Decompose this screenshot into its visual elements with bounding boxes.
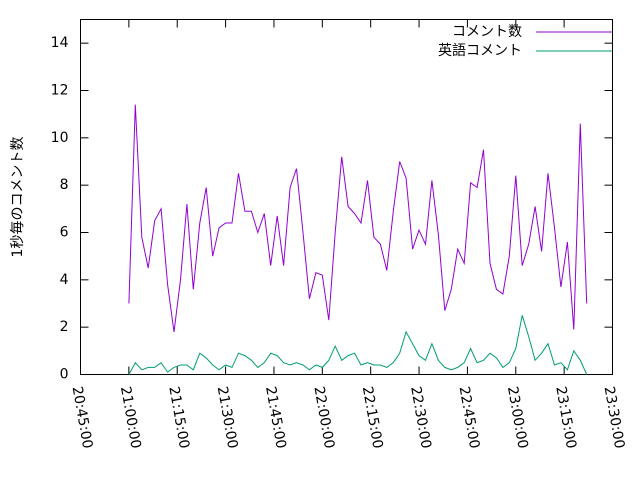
series-line xyxy=(128,315,588,375)
series-line xyxy=(128,104,588,332)
y-axis-label: 1秒毎のコメント数 xyxy=(10,137,26,258)
x-tick-label: 23:15:00 xyxy=(552,385,579,450)
x-tick-label: 20:45:00 xyxy=(69,385,96,450)
y-tick-label: 4 xyxy=(60,272,69,288)
y-tick-label: 14 xyxy=(51,35,69,51)
x-tick-label: 22:15:00 xyxy=(359,385,386,450)
x-tick-label: 21:45:00 xyxy=(262,385,289,450)
legend-label: コメント数 xyxy=(452,24,522,40)
x-tick-label: 23:00:00 xyxy=(504,385,531,450)
x-tick-label: 21:00:00 xyxy=(117,385,144,450)
y-tick-label: 2 xyxy=(60,319,69,335)
x-tick-label: 22:30:00 xyxy=(407,385,434,450)
x-tick-label: 22:00:00 xyxy=(310,385,337,450)
y-tick-label: 6 xyxy=(60,225,69,241)
x-tick-label: 21:30:00 xyxy=(214,385,241,450)
y-tick-label: 0 xyxy=(60,367,69,383)
y-tick-label: 10 xyxy=(51,130,69,146)
x-tick-label: 23:30:00 xyxy=(601,385,628,450)
y-tick-label: 12 xyxy=(51,83,69,99)
y-tick-label: 8 xyxy=(60,177,69,193)
plot-frame xyxy=(80,19,613,375)
x-tick-label: 22:45:00 xyxy=(456,385,483,450)
x-tick-label: 21:15:00 xyxy=(165,385,192,450)
legend-label: 英語コメント xyxy=(438,42,522,59)
